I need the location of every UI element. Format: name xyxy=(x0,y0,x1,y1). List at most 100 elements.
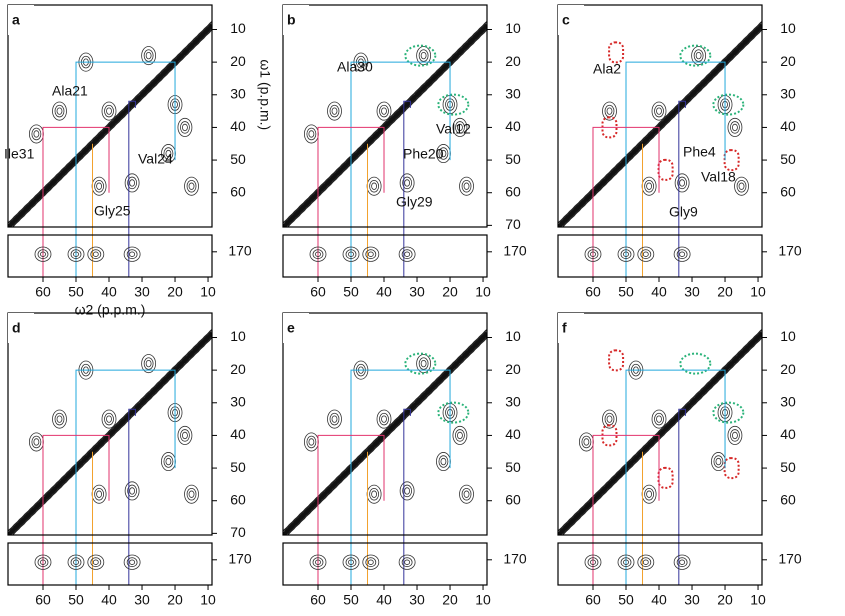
cross-peak xyxy=(646,490,653,498)
carbonyl-peak xyxy=(67,554,85,570)
y-tick-label: 30 xyxy=(780,393,796,409)
cross-peak xyxy=(31,127,42,141)
x-tick-label: 20 xyxy=(442,592,458,608)
carbonyl-peak xyxy=(348,559,354,565)
assignment-path xyxy=(678,100,686,277)
cross-peak xyxy=(440,457,447,466)
cross-peak xyxy=(402,484,413,498)
cross-peak xyxy=(452,425,468,445)
panel: a 10 20 30 40 50 60 170 60 50 40 30 20 10 ω2 (p.p.m.) ω… xyxy=(4,4,273,318)
carbonyl-peak xyxy=(640,557,652,568)
y-axis-label: ω1 (p.p.m.) xyxy=(257,59,273,130)
carbonyl-peak xyxy=(123,554,141,570)
highlight-ring xyxy=(437,401,470,424)
carbonyl-peak xyxy=(673,246,691,262)
x-axis-label: ω2 (p.p.m.) xyxy=(75,302,146,318)
carbonyl-peak xyxy=(312,249,324,260)
x-tick-label: 60 xyxy=(310,592,326,608)
cross-peak xyxy=(371,182,378,190)
residue-label: Ala2 xyxy=(593,61,621,77)
strip-frame xyxy=(7,234,213,278)
cross-peak xyxy=(94,179,105,193)
cross-peak xyxy=(308,438,315,446)
cross-peak xyxy=(418,357,429,370)
y-tick-label: 10 xyxy=(505,20,521,36)
cross-peak xyxy=(52,409,67,429)
cross-peak xyxy=(331,107,338,115)
cross-peak xyxy=(656,107,662,115)
cross-peak xyxy=(186,487,197,501)
x-tick-label: 40 xyxy=(101,284,117,300)
assignment-path xyxy=(678,408,686,585)
cross-peak xyxy=(404,487,411,495)
strip-frame xyxy=(557,234,763,278)
y-tick-label: 20 xyxy=(505,361,521,377)
cross-peak xyxy=(329,412,340,426)
y-tick-label: 40 xyxy=(505,118,521,134)
cross-peak xyxy=(679,179,686,187)
assignment-path xyxy=(317,126,385,277)
carbonyl-peak xyxy=(617,246,635,262)
y-tick-label: 10 xyxy=(230,328,246,344)
y-tick-label: 10 xyxy=(505,328,521,344)
cross-peak xyxy=(127,176,138,190)
cross-peak xyxy=(651,101,667,121)
residue-label: Ala30 xyxy=(337,59,373,75)
cross-peak xyxy=(56,415,63,423)
cross-peak xyxy=(145,51,152,60)
cross-peak xyxy=(188,182,195,190)
cross-peak xyxy=(124,173,140,193)
x-tick-label: 30 xyxy=(134,284,150,300)
y-tick-label: 50 xyxy=(230,151,246,167)
carbonyl-peak xyxy=(345,249,357,260)
y2-tick-label: 170 xyxy=(228,551,252,567)
carbonyl-peak xyxy=(584,554,602,570)
carbonyl-peak xyxy=(315,251,321,257)
cross-peak xyxy=(727,117,743,137)
plot-frame xyxy=(282,312,488,536)
y2-tick-label: 170 xyxy=(778,243,802,259)
cross-peak xyxy=(54,412,65,426)
assignment-path xyxy=(128,100,136,277)
cross-peak xyxy=(327,409,342,429)
cross-peak xyxy=(656,415,662,423)
cross-peak xyxy=(463,182,470,190)
plot-frame xyxy=(282,4,488,228)
y-tick-label: 30 xyxy=(780,85,796,101)
cross-peak xyxy=(33,130,40,138)
cross-peak xyxy=(677,176,688,190)
carbonyl-peak xyxy=(642,251,649,257)
y-tick-label: 70 xyxy=(230,524,246,540)
carbonyl-peak xyxy=(90,557,102,568)
carbonyl-peak xyxy=(362,246,380,262)
x-tick-label: 10 xyxy=(750,592,766,608)
cross-peak xyxy=(186,179,197,193)
cross-peak xyxy=(331,415,338,423)
carbonyl-peak xyxy=(87,246,105,262)
carbonyl-peak xyxy=(623,251,629,257)
panel-label: a xyxy=(12,12,20,28)
carbonyl-peak xyxy=(40,251,46,257)
carbonyl-peak xyxy=(404,559,411,565)
cross-peak xyxy=(654,412,664,426)
carbonyl-peak xyxy=(70,249,82,260)
y-tick-label: 10 xyxy=(230,20,246,36)
cross-peak xyxy=(182,123,188,132)
carbonyl-peak xyxy=(90,249,102,260)
x-tick-label: 10 xyxy=(200,284,216,300)
x-tick-label: 20 xyxy=(167,592,183,608)
panel-label: d xyxy=(12,320,21,336)
cross-peak xyxy=(177,425,193,445)
cross-peak xyxy=(306,435,317,449)
panel: e 10 20 30 40 50 60 170 60 50 40 30 20 10 xyxy=(282,312,527,608)
carbonyl-peak xyxy=(401,557,413,568)
carbonyl-peak xyxy=(34,246,52,262)
plot-frame xyxy=(7,4,213,228)
cross-peak xyxy=(452,117,468,137)
cross-peak xyxy=(104,104,114,118)
highlight-ring xyxy=(712,93,745,116)
y-tick-label: 20 xyxy=(230,53,246,69)
x-tick-label: 50 xyxy=(618,592,634,608)
carbonyl-peak xyxy=(640,249,652,260)
strip-frame xyxy=(557,542,763,586)
